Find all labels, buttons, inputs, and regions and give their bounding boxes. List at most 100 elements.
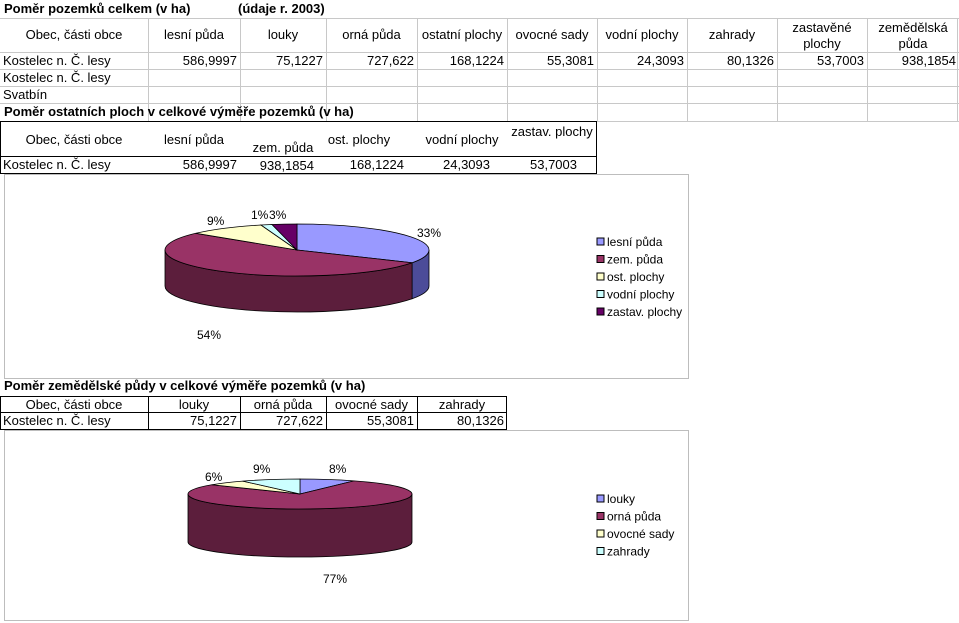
legend-entry: ost. plochy (607, 270, 664, 284)
pie-data-label: 9% (207, 214, 225, 228)
page-subtitle: (údaje r. 2003) (238, 1, 325, 16)
legend-entry: vodní plochy (607, 288, 674, 302)
legend-swatch (596, 237, 605, 246)
table3-header-cell: orná půda (253, 397, 313, 412)
table2-cell: 24,3093 (443, 157, 490, 172)
chart-land-types: 33% 54% 9% 1% 3% lesní půda zem. půda ost. ploc… (4, 174, 689, 379)
table1-cell: 727,622 (367, 53, 414, 68)
table1-header-cell: ovocné sady (515, 27, 589, 42)
table1-header-cell: zahrady (708, 27, 756, 42)
legend-swatch (596, 512, 605, 520)
table1-header-cell: ostatní plochy (421, 27, 503, 42)
table1-header-cell: orná půda (342, 27, 401, 42)
grid-line (417, 18, 418, 121)
table2-cell: Kostelec n. Č. lesy (3, 157, 111, 172)
pie-slice (296, 223, 430, 264)
legend-entry: ovocné sady (607, 527, 674, 541)
legend-entry: zahrady (607, 545, 650, 559)
page-title: Poměr pozemků celkem (v ha) (4, 1, 191, 16)
legend-entry: lesní půda (607, 235, 663, 249)
table1-cell: 75,1227 (276, 53, 323, 68)
pie-data-label: 3% (269, 208, 287, 222)
grid-line (326, 18, 327, 121)
grid-line (0, 18, 959, 19)
table2-header-cell: Obec, části obce (25, 132, 123, 147)
grid-line (0, 103, 959, 104)
table1-cell: 938,1854 (901, 53, 956, 68)
table2-header-cell: vodní plochy (425, 132, 499, 147)
table2-header-cell: zem. půda (252, 140, 314, 155)
table2-header-cell: zastav. plochy (511, 124, 593, 139)
grid-line (867, 18, 868, 121)
table-border (506, 396, 507, 429)
table1-cell: 80,1326 (727, 53, 774, 68)
table1-cell: 24,3093 (637, 53, 684, 68)
table1-cell: Kostelec n. Č. lesy (3, 53, 111, 68)
section3-title: Poměr zemědělské půdy v celkové výměře p… (4, 378, 366, 393)
table1-cell: 53,7003 (817, 53, 864, 68)
pie-slice (242, 478, 301, 495)
pie-data-label: 77% (323, 572, 347, 586)
section2-title: Poměr ostatních ploch v celkové výměře p… (4, 104, 354, 119)
table-border (596, 121, 597, 173)
legend-swatch (596, 290, 605, 298)
chart-agricultural-land: 8% 77% 6% 9% louky orná půda ovocné sady zahrad… (4, 430, 689, 621)
table3-header-cell: Obec, části obce (25, 397, 123, 412)
grid-line (507, 18, 508, 121)
legend-swatch (596, 529, 605, 538)
legend-swatch (596, 494, 605, 503)
table1-cell: 586,9997 (182, 53, 237, 68)
table-border (0, 121, 1, 173)
table-border (0, 396, 1, 429)
pie-slice (164, 232, 413, 277)
pie-data-label: 8% (329, 462, 347, 476)
grid-line (148, 18, 149, 121)
pie-data-label: 54% (197, 328, 221, 342)
pie-slice (271, 223, 298, 251)
table3-cell: 55,3081 (367, 413, 414, 428)
pie-slice (187, 480, 413, 510)
table1-cell: 55,3081 (547, 53, 594, 68)
table1-header-cell: zastavěné plochy (792, 20, 852, 51)
table2-header-cell: lesní půda (164, 132, 224, 147)
pie-data-label: 33% (417, 226, 441, 240)
table2-cell: 168,1224 (349, 157, 404, 172)
pie-data-label: 1% (251, 208, 269, 222)
table3-cell: 727,622 (276, 413, 323, 428)
grid-line (777, 18, 778, 121)
table-border (326, 396, 327, 429)
table3-header-cell: ovocné sady (335, 397, 408, 412)
table1-header-cell: lesní půda (164, 27, 224, 42)
legend-entry: orná půda (607, 510, 661, 524)
table1-row-label: Kostelec n. Č. lesy (3, 70, 111, 85)
grid-line (0, 86, 959, 87)
table-border (0, 412, 507, 413)
table1-header-cell: zemědělská půda (878, 20, 948, 51)
table2-cell: 53,7003 (530, 157, 577, 172)
table-border (417, 396, 418, 429)
table2-cell: 938,1854 (259, 158, 314, 173)
table3-header-cell: louky (178, 397, 210, 412)
legend-entry: zem. půda (607, 253, 663, 267)
table-border (0, 156, 597, 157)
table-border (0, 396, 507, 397)
table-border (148, 396, 149, 429)
table-border (240, 396, 241, 429)
table2-cell: 586,9997 (182, 157, 237, 172)
table1-header-cell: Obec, části obce (25, 27, 123, 42)
legend-swatch (596, 547, 605, 555)
pie-slice (195, 224, 298, 251)
grid-line (240, 18, 241, 121)
table1-row-label: Svatbín (3, 87, 48, 102)
table-border (0, 429, 507, 430)
pie-data-label: 9% (253, 462, 271, 476)
grid-line (597, 18, 598, 121)
table1-cell: 168,1224 (449, 53, 504, 68)
legend-swatch (596, 272, 605, 281)
table3-cell: 80,1326 (457, 413, 504, 428)
grid-line (957, 18, 958, 121)
grid-line (0, 52, 959, 53)
table2-header-cell: ost. plochy (327, 132, 391, 147)
table1-header-cell: vodní plochy (605, 27, 679, 42)
pie-data-label: 6% (205, 470, 223, 484)
